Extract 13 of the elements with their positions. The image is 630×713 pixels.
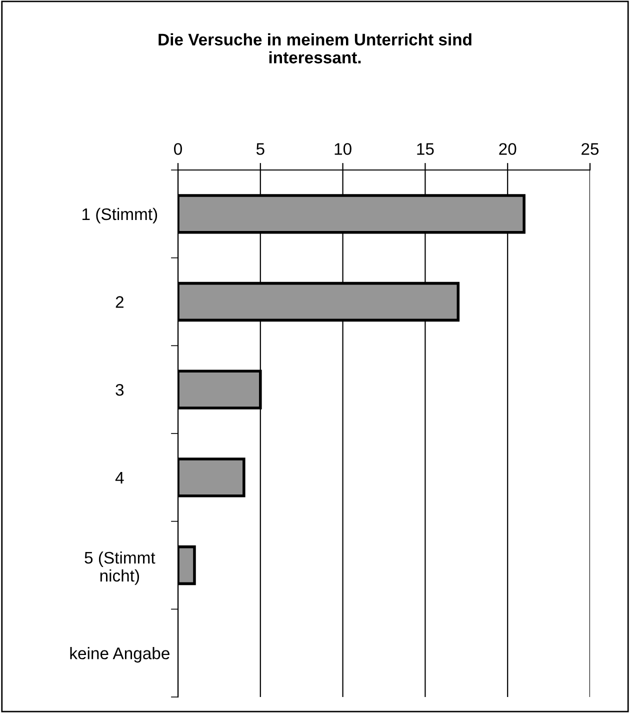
x-tick-label: 5 [256, 143, 264, 155]
y-tick-label: 2 [116, 296, 124, 308]
y-tick-label: 1 (Stimmt) [82, 208, 158, 224]
y-tick-label: 4 [115, 472, 124, 484]
chart-title: Die Versuche in meinem Unterricht sind interessant. [158, 33, 472, 64]
x-tick-label: 25 [582, 143, 599, 155]
y-tick-label: 3 [116, 384, 124, 396]
y-tick-label: keine Angabe [70, 647, 170, 663]
y-tick-label: 5 (Stimmt nicht) [84, 551, 156, 585]
x-tick-label: 15 [417, 143, 434, 155]
x-tick-label: 20 [499, 143, 516, 155]
x-tick-label: 10 [334, 143, 352, 155]
x-tick-label: 0 [174, 143, 182, 155]
